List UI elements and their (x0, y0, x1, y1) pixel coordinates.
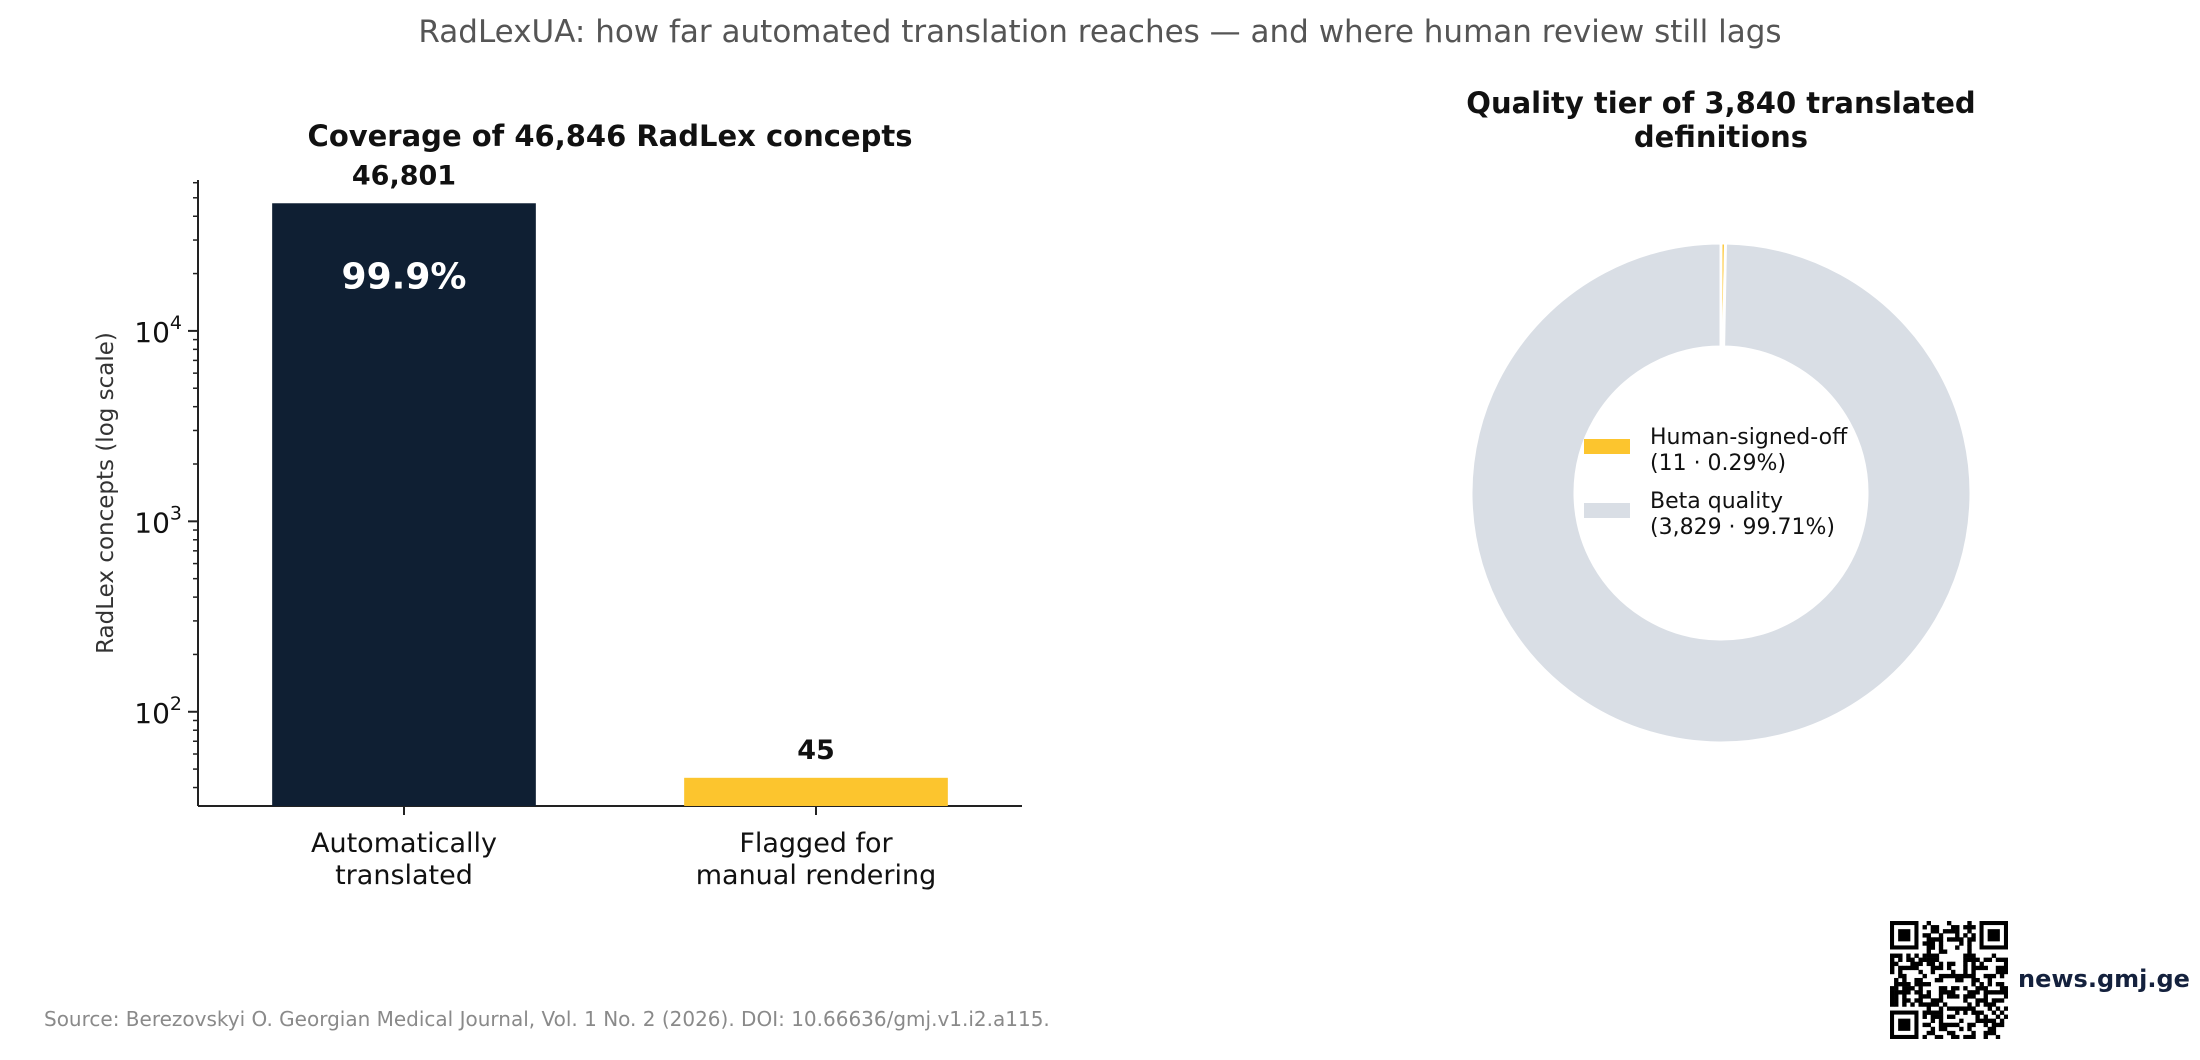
x-tick-label: Flagged for (739, 828, 893, 859)
bar-value-label: 45 (797, 735, 835, 766)
y-tick-label: 104 (134, 312, 182, 349)
bar-inner-label: 99.9% (342, 256, 467, 297)
x-tick-label: manual rendering (696, 860, 937, 891)
x-tick-label: Automatically (311, 828, 497, 859)
donut-chart-title: Quality tier of 3,840 translated (1466, 86, 1975, 120)
legend-label: (11 · 0.29%) (1650, 451, 1786, 476)
donut-chart-title: definitions (1634, 120, 1808, 154)
x-tick-label: translated (335, 860, 473, 891)
donut-slice (1469, 241, 1973, 745)
bar (684, 777, 948, 806)
figure-title: RadLexUA: how far automated translation … (418, 14, 1782, 50)
bar-chart-title: Coverage of 46,846 RadLex concepts (308, 119, 913, 153)
legend-swatch (1584, 439, 1630, 454)
legend-label: Human-signed-off (1650, 425, 1848, 450)
bar-value-label: 46,801 (352, 160, 456, 191)
y-axis-label: RadLex concepts (log scale) (93, 332, 119, 654)
y-tick-label: 102 (134, 693, 182, 730)
legend-label: (3,829 · 99.71%) (1650, 515, 1835, 540)
legend-label: Beta quality (1650, 489, 1783, 514)
legend-swatch (1584, 503, 1630, 518)
source-note: Source: Berezovskyi O. Georgian Medical … (44, 1007, 1050, 1031)
y-tick-label: 103 (134, 502, 182, 539)
site-label: news.gmj.ge (2018, 965, 2190, 993)
bar (272, 203, 536, 806)
qr-code-icon (1890, 921, 2008, 1039)
